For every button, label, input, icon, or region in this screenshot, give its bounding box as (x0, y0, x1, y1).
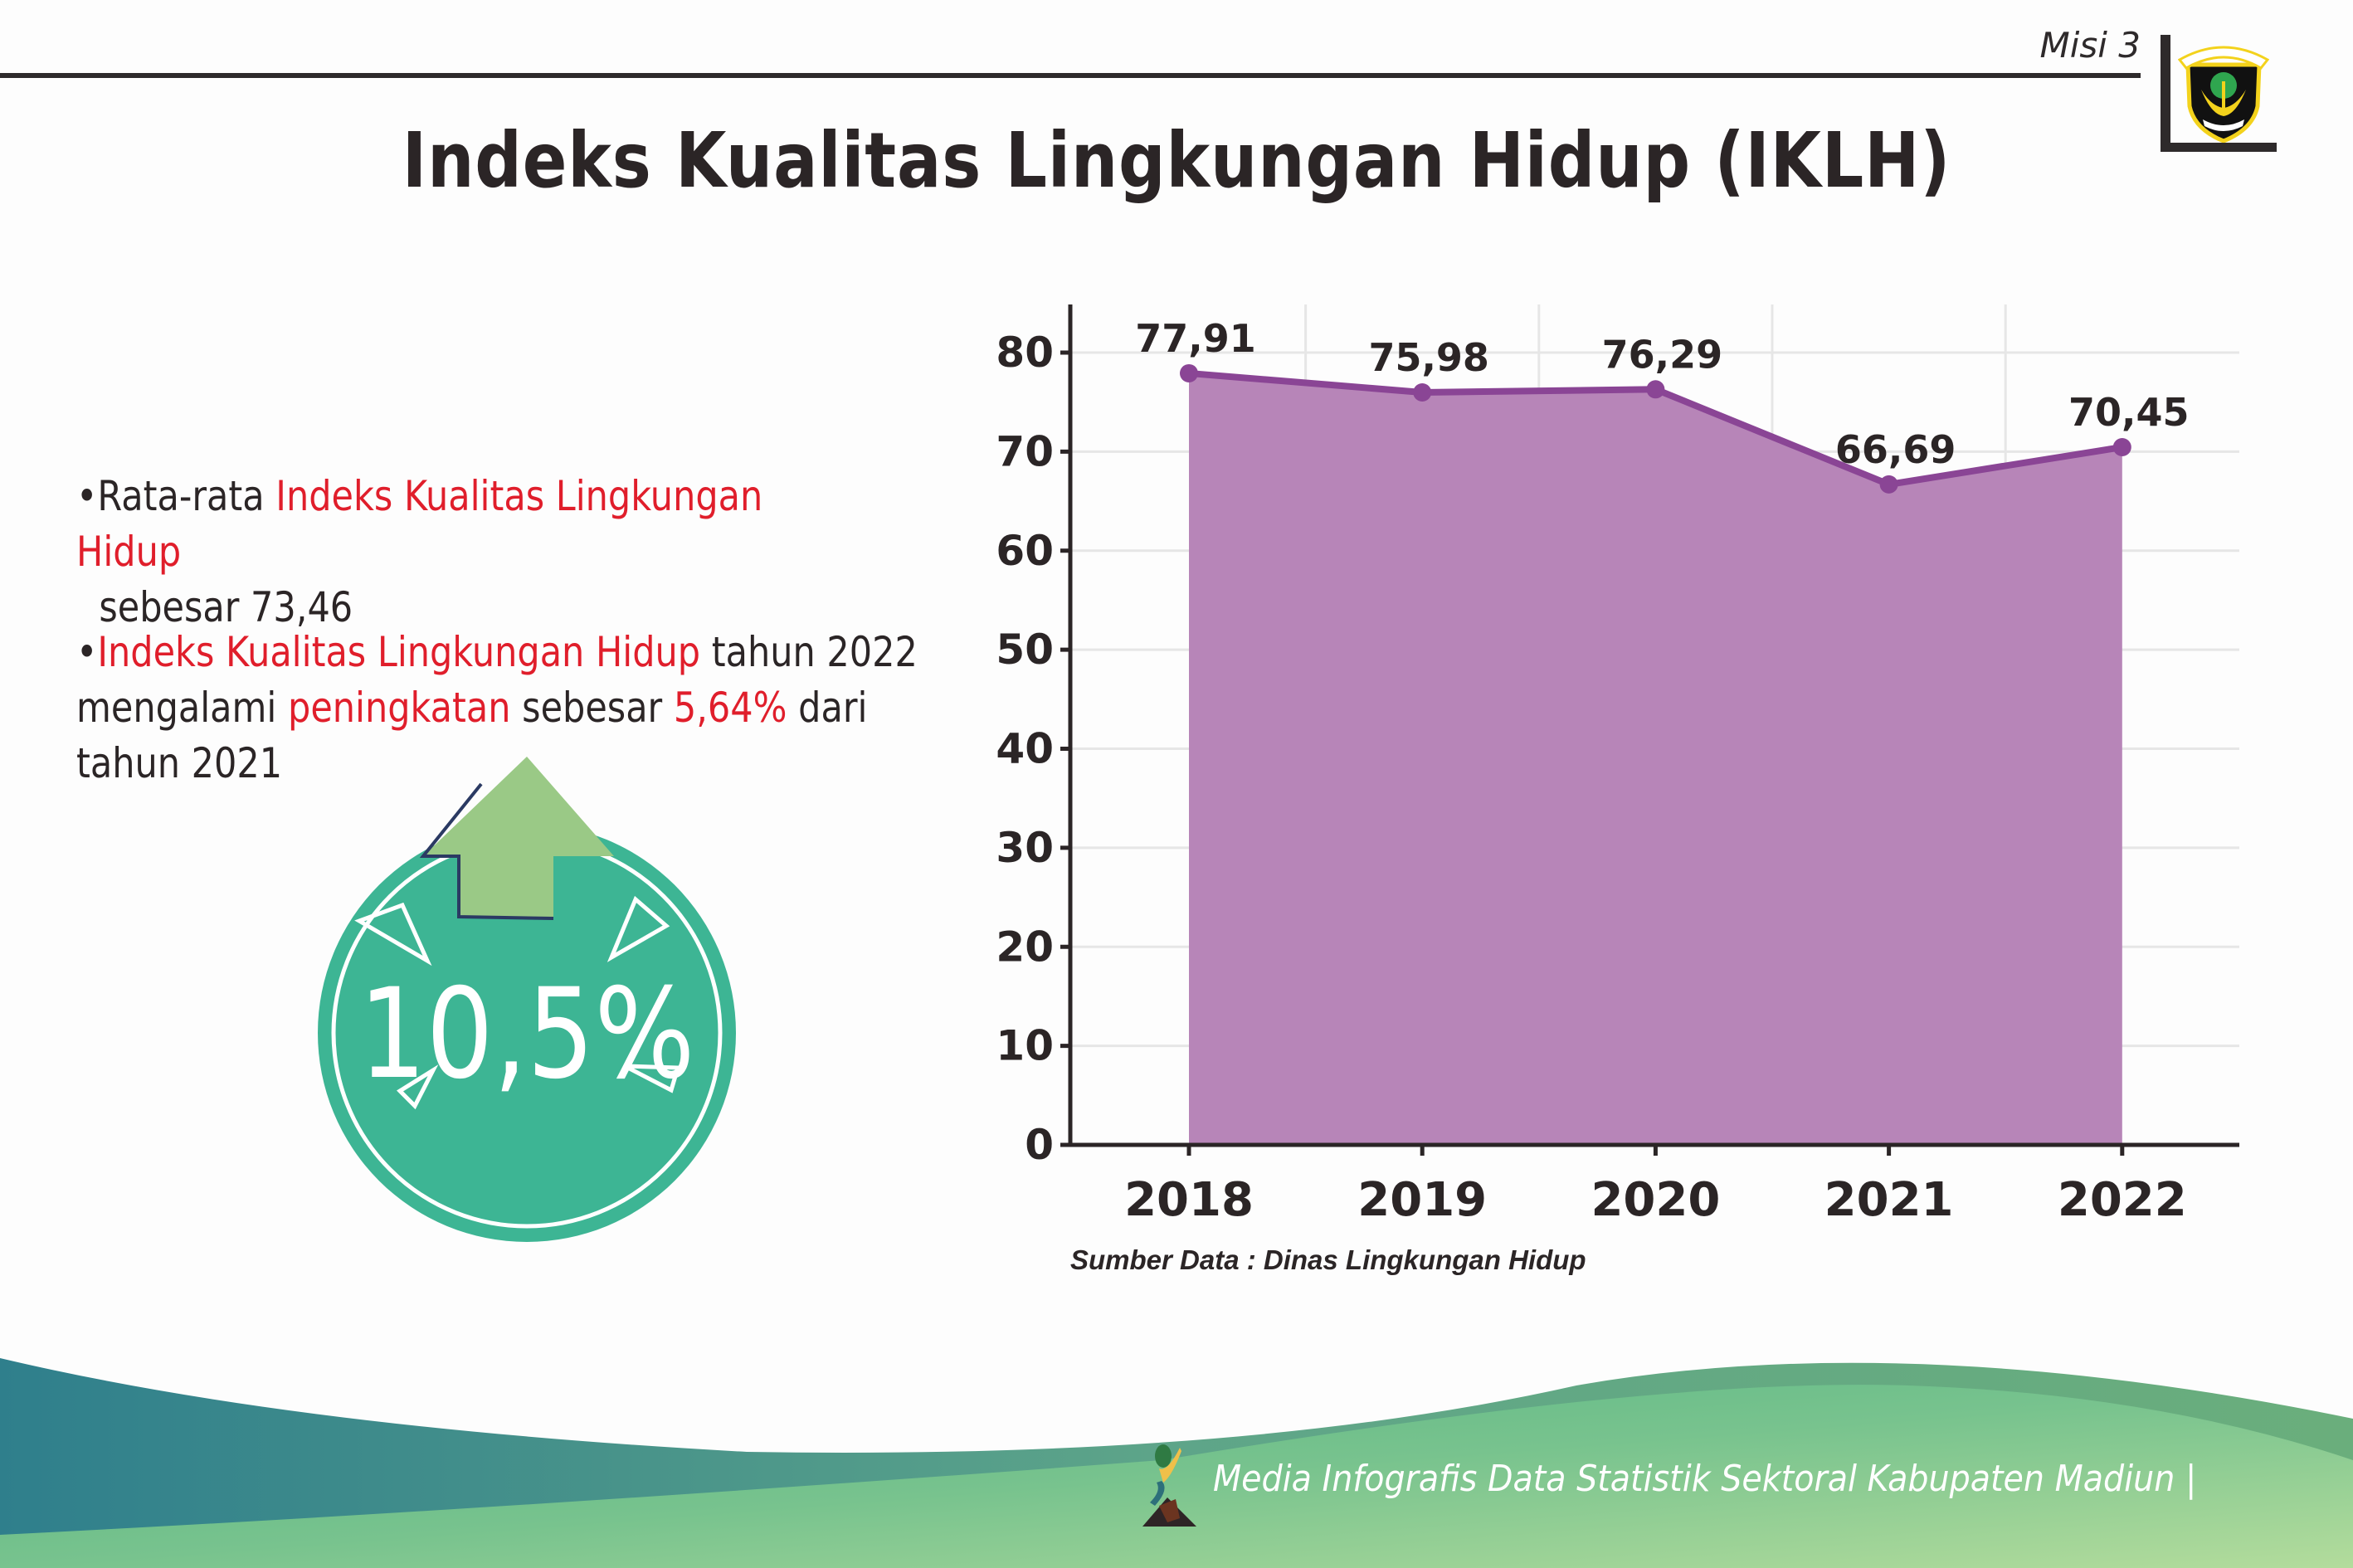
y-tick-label: 0 (1025, 1121, 1054, 1169)
bullet-highlight: Indeks Kualitas Lingkungan Hidup (97, 628, 701, 676)
data-point (2112, 438, 2131, 457)
bullet-highlight: Indeks Kualitas Lingkungan Hidup (76, 472, 763, 576)
bullet-highlight: 5,64% (673, 684, 787, 732)
data-source: Sumber Data : Dinas Lingkungan Hidup (1070, 1244, 1586, 1275)
x-tick-label: 2018 (1124, 1173, 1254, 1227)
arrow-up-icon (419, 757, 614, 920)
footer-wave (0, 1358, 2353, 1568)
bullet-highlight: peningkatan (288, 684, 511, 732)
kabupaten-madiun-emblem-icon (2178, 46, 2269, 143)
x-tick-label: 2022 (2058, 1173, 2187, 1227)
y-tick-label: 70 (996, 427, 1054, 475)
y-tick-label: 40 (996, 725, 1054, 773)
media-infografis-logo-icon (1142, 1444, 1196, 1527)
x-tick-label: 2019 (1357, 1173, 1487, 1227)
y-tick-label: 10 (996, 1022, 1054, 1070)
bullet-increase: •Indeks Kualitas Lingkungan Hidup tahun … (76, 628, 918, 787)
data-label: 70,45 (2068, 390, 2190, 435)
y-tick-label: 60 (996, 527, 1054, 575)
data-point (1413, 382, 1432, 402)
area-fill (1189, 373, 2122, 1146)
data-point (1879, 475, 1898, 494)
logo-frame (2161, 35, 2170, 151)
bullet-text: sebesar (510, 684, 674, 732)
y-tick-label: 50 (996, 626, 1054, 674)
footer-tagline: Media Infografis Data Statistik Sektoral… (1213, 1458, 2197, 1500)
increase-badge (318, 757, 736, 1242)
bullet-text: tahun 2022 mengalami (76, 628, 918, 732)
iklh-area-chart: 0 10 20 30 40 50 60 70 80 77,91 2018 75,98 2019 76,2… (996, 304, 2239, 1227)
bullet-average: •Rata-rata Indeks Kualitas Lingkungan Hi… (76, 472, 763, 631)
x-tick-label: 2021 (1824, 1173, 1954, 1227)
logo-frame (2161, 143, 2277, 152)
data-point (1646, 380, 1665, 399)
data-label: 75,98 (1368, 335, 1489, 380)
sparkle-icon (354, 895, 681, 1110)
increase-percentage: 10,5% (358, 962, 695, 1107)
data-point (1180, 363, 1198, 382)
bullet-text: dari tahun 2021 (76, 684, 868, 787)
section-label: Misi 3 (2039, 25, 2141, 66)
data-label: 77,91 (1135, 316, 1256, 361)
page-title: Indeks Kualitas Lingkungan Hidup (IKLH) (402, 116, 1951, 205)
data-label: 76,29 (1602, 332, 1723, 377)
x-tick-label: 2020 (1591, 1173, 1720, 1227)
header-divider (0, 73, 2141, 78)
data-label: 66,69 (1835, 427, 1956, 472)
bullet-text: Rata-rata (97, 472, 276, 520)
badge-circle (318, 824, 736, 1242)
y-tick-label: 20 (996, 923, 1054, 971)
y-tick-label: 30 (996, 824, 1054, 872)
y-tick-label: 80 (996, 329, 1054, 377)
bullet-text: sebesar 73,46 (87, 583, 353, 631)
